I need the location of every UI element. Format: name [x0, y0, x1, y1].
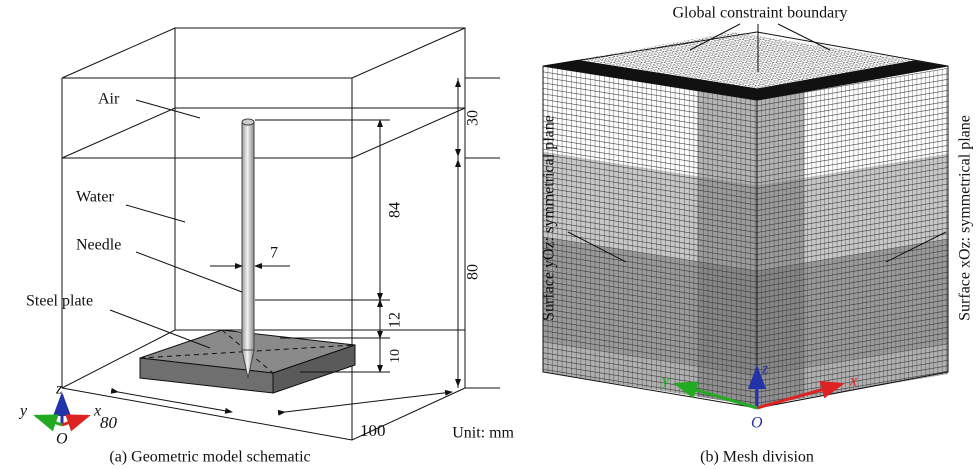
dim-label: 30	[465, 110, 482, 126]
axis-arrow	[36, 416, 62, 425]
panel-b: Global constraint boundary Surface yOz: …	[541, 5, 974, 466]
figure: 7 84 12 10 30 80 80 100 Air Water Needle…	[0, 0, 976, 470]
annotation: Global constraint boundary	[672, 5, 847, 22]
leader	[110, 310, 210, 348]
leader	[126, 205, 185, 222]
axis-label: z	[55, 381, 63, 398]
dim-label: 84	[387, 202, 404, 218]
dim-label: 10	[388, 349, 403, 363]
unit-label: Unit: mm	[452, 425, 514, 442]
region-label: Water	[76, 189, 114, 206]
region-label: Steel plate	[26, 293, 93, 310]
axis-label: x	[93, 403, 101, 420]
axis-label: O	[751, 415, 763, 432]
leader	[136, 252, 242, 292]
caption: (b) Mesh division	[700, 449, 814, 466]
dim-label: 12	[387, 312, 404, 328]
annotation: Surface xOz: symmetrical plane	[957, 115, 974, 321]
axis-label: y	[660, 373, 670, 390]
dim-label: 7	[270, 245, 278, 262]
dim-line	[285, 392, 452, 412]
shape	[757, 68, 948, 406]
axis-label: z	[761, 361, 769, 378]
region-label: Needle	[76, 237, 121, 254]
axis-label: y	[18, 403, 28, 420]
dim-label: 80	[465, 264, 482, 280]
needle	[242, 122, 254, 350]
axis-label: x	[849, 373, 857, 390]
dim-line	[118, 392, 232, 412]
region-label: Air	[98, 91, 120, 108]
panel-a: 7 84 12 10 30 80 80 100 Air Water Needle…	[18, 28, 515, 466]
right-face	[757, 68, 948, 406]
dim-label: 80	[100, 413, 118, 432]
leader	[136, 100, 200, 118]
axis-arrow	[62, 416, 88, 425]
domain-back	[62, 28, 465, 388]
caption: (a) Geometric model schematic	[109, 449, 310, 466]
axis-label: O	[56, 431, 68, 448]
dim-label: 100	[360, 421, 386, 440]
needle-top	[242, 119, 254, 125]
water-surface	[62, 108, 465, 158]
annotation: Surface yOz: symmetrical plane	[541, 115, 558, 321]
